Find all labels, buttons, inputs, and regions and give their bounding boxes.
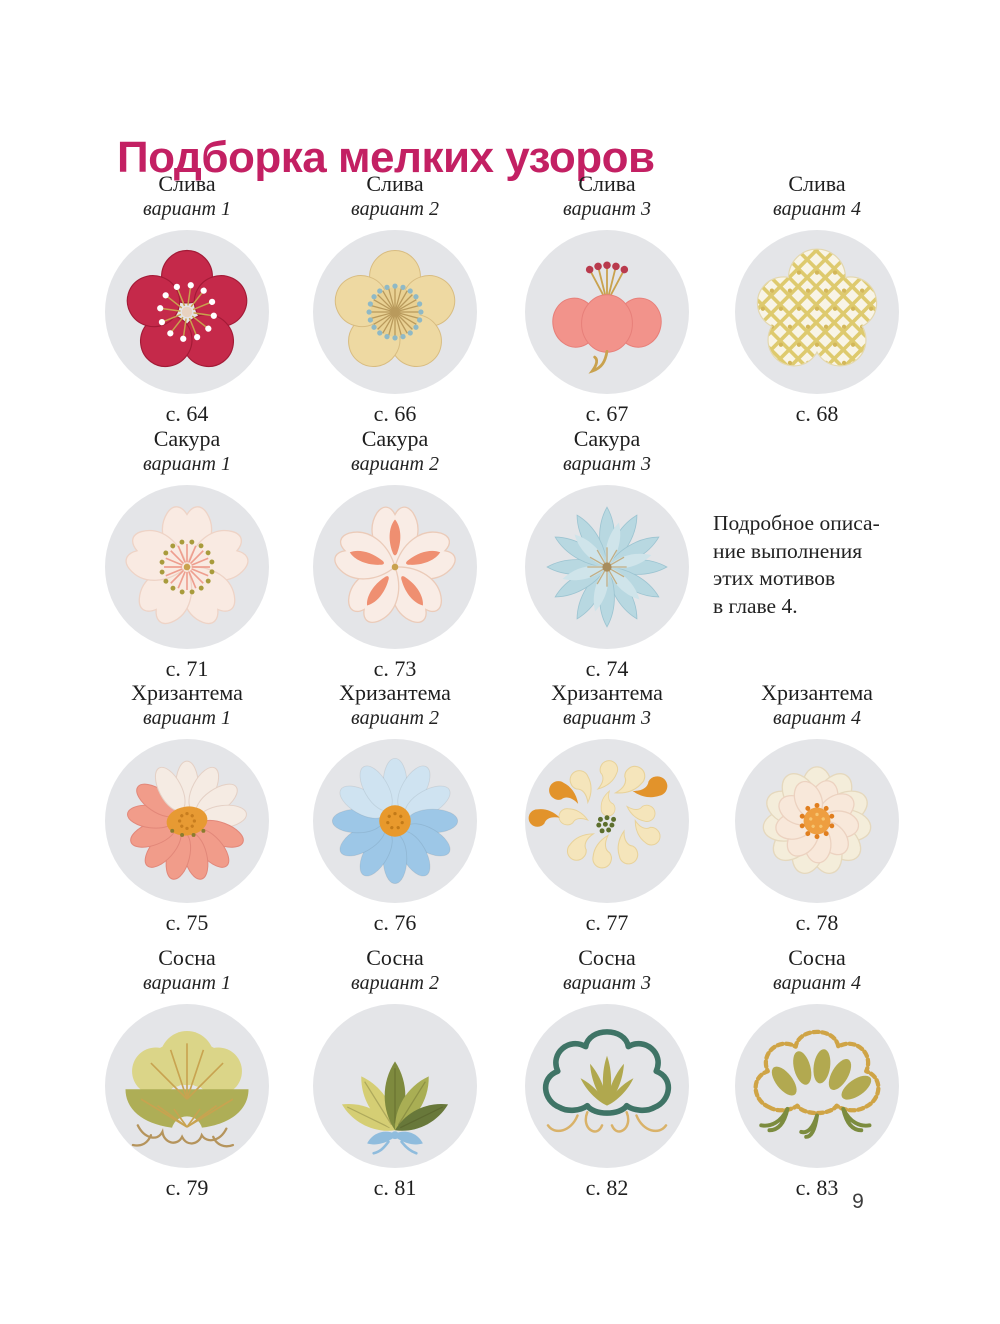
motif-card-sliva-1: Слива вариант 1 с. 64	[82, 170, 292, 427]
motif-name: Сосна	[788, 945, 846, 970]
motif-card-sliva-3: Слива вариант 3 с. 67	[502, 170, 712, 427]
motif-variant: вариант 4	[773, 198, 861, 220]
motif-card-sakura-3: Сакура вариант 3 с. 74	[502, 425, 712, 682]
motif-card-khrizantema-2: Хризантема вариант 2 с. 76	[290, 679, 500, 936]
motif-card-sakura-2: Сакура вариант 2 с. 73	[290, 425, 500, 682]
motif-variant: вариант 4	[773, 972, 861, 994]
motif-variant: вариант 1	[143, 198, 231, 220]
page-number: 9	[852, 1190, 864, 1213]
sosna-2-embroidery-image	[341, 1061, 449, 1155]
motif-name: Слива	[788, 171, 846, 196]
chapter-note-line: Подробное описа-	[713, 511, 880, 535]
motif-circle-backdrop	[313, 1004, 477, 1168]
motif-name: Хризантема	[131, 680, 243, 705]
motif-circle-backdrop	[313, 739, 477, 903]
motif-name: Хризантема	[761, 680, 873, 705]
motif-circle-backdrop	[525, 1004, 689, 1168]
chapter-note-line: в главе 4.	[713, 593, 798, 618]
motif-circle-backdrop	[313, 230, 477, 394]
motif-circle-backdrop	[735, 230, 899, 394]
motif-card-sakura-1: Сакура вариант 1 с. 71	[82, 425, 292, 682]
motif-page-ref: с. 81	[373, 1175, 417, 1200]
motif-card-sosna-1: Сосна вариант 1 с. 79	[82, 944, 292, 1201]
motif-name: Слива	[366, 171, 424, 196]
sakura-3-embroidery-image	[546, 506, 668, 628]
motif-page-ref: с. 83	[795, 1175, 839, 1200]
motif-page-ref: с. 71	[165, 656, 209, 681]
motif-name: Слива	[158, 171, 216, 196]
motif-variant: вариант 2	[351, 972, 439, 994]
motif-name: Хризантема	[551, 680, 663, 705]
khrizantema-2-embroidery-image	[331, 757, 459, 885]
motif-name: Сакура	[153, 426, 221, 451]
motif-name: Хризантема	[339, 680, 451, 705]
motif-name: Сакура	[573, 426, 641, 451]
motif-card-sliva-2: Слива вариант 2 с. 66	[290, 170, 500, 427]
motif-variant: вариант 1	[143, 972, 231, 994]
khrizantema-3-embroidery-image	[528, 760, 668, 869]
motif-page-ref: с. 66	[373, 401, 417, 426]
chapter-note-line: этих мотивов	[713, 566, 836, 590]
motif-circle-backdrop	[105, 739, 269, 903]
motif-page-ref: с. 67	[585, 401, 629, 426]
motif-page-ref: с. 75	[165, 910, 209, 935]
chapter-note-line: ние выполнения	[713, 538, 863, 563]
motif-circle-backdrop	[735, 1004, 899, 1168]
khrizantema-1-embroidery-image	[127, 760, 247, 880]
motif-variant: вариант 3	[563, 453, 651, 475]
motif-circle-backdrop	[525, 739, 689, 903]
motif-circle-backdrop	[105, 230, 269, 394]
motif-circle-backdrop	[735, 739, 899, 903]
page-title: Подборка мелких узоров	[117, 133, 655, 183]
motif-circle-backdrop	[313, 485, 477, 649]
motif-page-ref: с. 77	[585, 910, 629, 935]
motif-circle-backdrop	[525, 230, 689, 394]
motif-card-sliva-4: Слива вариант 4 с. 68	[712, 170, 922, 427]
motif-variant: вариант 3	[563, 972, 651, 994]
khrizantema-4-embroidery-image	[762, 766, 872, 875]
motif-page-ref: с. 79	[165, 1175, 209, 1200]
motif-page-ref: с. 64	[165, 401, 209, 426]
motif-variant: вариант 2	[351, 707, 439, 729]
motif-variant: вариант 3	[563, 707, 651, 729]
motif-circle-backdrop	[105, 485, 269, 649]
motif-page-ref: с. 76	[373, 910, 417, 935]
motif-variant: вариант 3	[563, 198, 651, 220]
sakura-1-embroidery-image	[125, 506, 249, 625]
sliva-3-embroidery-image	[552, 261, 662, 374]
sakura-2-embroidery-image	[334, 506, 456, 623]
motif-card-khrizantema-3: Хризантема вариант 3 с. 77	[502, 679, 712, 936]
motif-variant: вариант 2	[351, 198, 439, 220]
motif-page-ref: с. 68	[795, 401, 839, 426]
motif-page-ref: с. 82	[585, 1175, 629, 1200]
motif-circle-backdrop	[105, 1004, 269, 1168]
sliva-4-embroidery-image	[756, 248, 878, 367]
sosna-4-embroidery-image	[753, 1029, 881, 1139]
chapter-note: Подробное описа- ние выполнения этих мот…	[713, 510, 880, 620]
motif-card-sosna-2: Сосна вариант 2 с. 81	[290, 944, 500, 1201]
sliva-2-embroidery-image	[334, 250, 456, 367]
motif-variant: вариант 1	[143, 707, 231, 729]
motif-name: Сосна	[366, 945, 424, 970]
motif-page-ref: с. 73	[373, 656, 417, 681]
motif-variant: вариант 1	[143, 453, 231, 475]
motif-name: Слива	[578, 171, 636, 196]
motif-card-sosna-4: Сосна вариант 4 с. 83	[712, 944, 922, 1201]
motif-name: Сакура	[361, 426, 429, 451]
sliva-1-embroidery-image	[126, 249, 248, 368]
motif-card-khrizantema-1: Хризантема вариант 1 с. 75	[82, 679, 292, 936]
motif-circle-backdrop	[525, 485, 689, 649]
sosna-3-embroidery-image	[542, 1029, 672, 1133]
sosna-1-embroidery-image	[125, 1031, 249, 1148]
motif-variant: вариант 4	[773, 707, 861, 729]
motif-variant: вариант 2	[351, 453, 439, 475]
motif-page-ref: с. 78	[795, 910, 839, 935]
motif-name: Сосна	[578, 945, 636, 970]
motif-page-ref: с. 74	[585, 656, 629, 681]
motif-card-sosna-3: Сосна вариант 3 с. 82	[502, 944, 712, 1201]
motif-name: Сосна	[158, 945, 216, 970]
motif-card-khrizantema-4: Хризантема вариант 4 с. 78	[712, 679, 922, 936]
